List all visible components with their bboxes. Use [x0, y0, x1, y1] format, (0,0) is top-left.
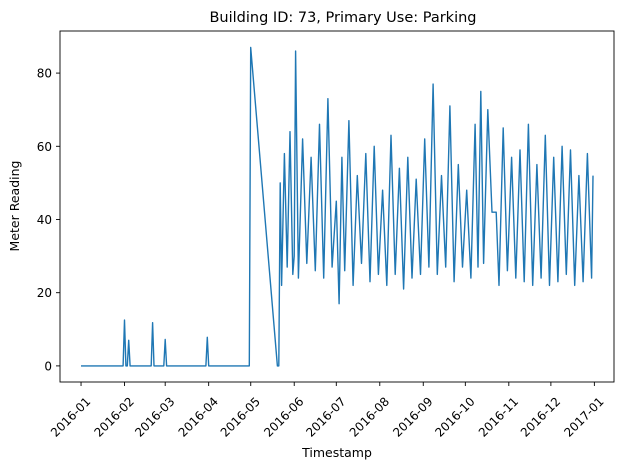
chart-title: Building ID: 73, Primary Use: Parking — [209, 10, 476, 26]
x-tick-label: 2016-09 — [390, 394, 435, 439]
y-tick-label: 0 — [44, 359, 52, 373]
x-tick-label: 2016-02 — [92, 394, 137, 439]
series-line-meter-reading — [81, 46, 594, 367]
x-tick-label: 2016-08 — [347, 394, 392, 439]
y-tick-label: 20 — [37, 286, 52, 300]
x-tick-label: 2016-05 — [218, 394, 263, 439]
x-tick-label: 2016-11 — [476, 394, 521, 439]
x-tick-label: 2016-07 — [303, 394, 348, 439]
y-tick-label: 40 — [37, 213, 52, 227]
x-tick-label: 2016-06 — [261, 394, 306, 439]
x-axis-label: Timestamp — [301, 445, 372, 460]
y-tick-label: 60 — [37, 140, 52, 154]
y-tick-label: 80 — [37, 67, 52, 81]
x-tick-label: 2017-01 — [561, 394, 606, 439]
x-tick-label: 2016-12 — [518, 394, 563, 439]
x-tick-label: 2016-04 — [176, 394, 221, 439]
x-tick-label: 2016-10 — [432, 394, 477, 439]
y-axis-label: Meter Reading — [7, 161, 22, 252]
x-axis: 2016-012016-022016-032016-042016-052016-… — [48, 382, 607, 440]
x-tick-label: 2016-01 — [48, 394, 93, 439]
y-axis: 0 20 40 60 80 — [37, 67, 60, 373]
plot-area-frame — [59, 30, 615, 383]
x-tick-label: 2016-03 — [132, 394, 177, 439]
